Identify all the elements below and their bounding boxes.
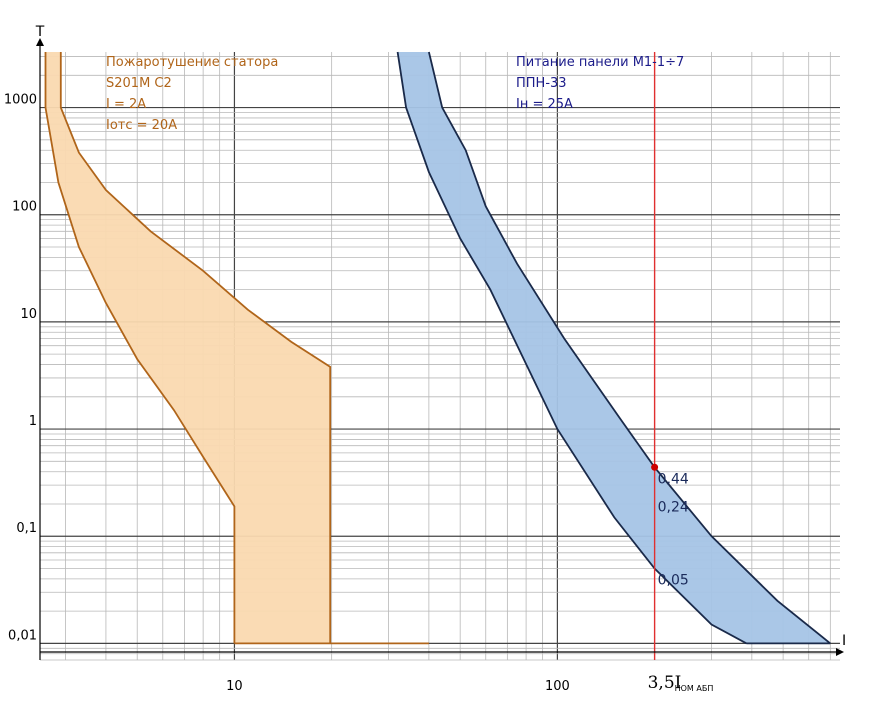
y-tick-label: 10 (20, 307, 37, 322)
annotation-1: 0,24 (658, 499, 689, 515)
x-axis-title: I (842, 633, 846, 649)
reference-label: 3,5I (648, 673, 682, 693)
series-lower-curve-1 (396, 51, 747, 645)
axes: I T 10 100 0,01 0,1 1 10 100 1000 (4, 24, 846, 694)
series-label-0-2: I = 2A (106, 97, 146, 112)
y-tick-label: 1 (29, 414, 37, 429)
x-tick-label: 10 (226, 679, 243, 694)
series-label-0-1: S201M C2 (106, 76, 172, 91)
labels: Пожаротушение статора S201M C2 I = 2A Iотс … (106, 55, 713, 693)
series-label-1-0: Питание панели М1-1÷7 (516, 55, 684, 70)
series-area-0 (45, 52, 331, 644)
reference-label-subscript: НОМ АБП (675, 684, 714, 693)
series-label-1-1: ППН-33 (516, 76, 567, 91)
reference-lines (651, 52, 659, 660)
series-upper-curve-1 (428, 51, 831, 645)
series-label-0-0: Пожаротушение статора (106, 55, 278, 70)
series-areas (44, 51, 831, 645)
y-axis-title: T (35, 24, 45, 40)
x-axis-arrow (836, 648, 844, 656)
x-tick-label: 100 (545, 679, 570, 694)
series-upper-curve-0 (59, 52, 332, 644)
y-tick-label: 0,01 (8, 628, 37, 643)
y-tick-label: 100 (12, 200, 37, 215)
y-tick-label: 0,1 (16, 521, 37, 536)
series-lower-curve-0 (44, 52, 236, 644)
marker-point (651, 463, 659, 471)
annotation-2: 0,05 (658, 572, 689, 588)
series-area-1 (397, 52, 831, 644)
series-label-1-2: Iн = 25A (516, 97, 573, 112)
annotation-0: 0,44 (658, 471, 689, 487)
y-axis-arrow (36, 38, 44, 46)
y-tick-label: 1000 (4, 93, 37, 108)
series-label-0-3: Iотс = 20A (106, 118, 177, 133)
